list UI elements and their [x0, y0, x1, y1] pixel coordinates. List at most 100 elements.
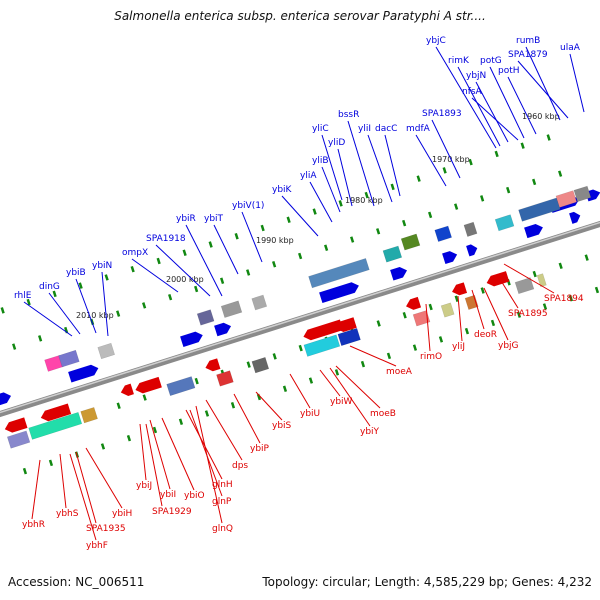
gene-label-forward: ompX — [122, 248, 148, 258]
backbone-line — [0, 220, 600, 418]
reverse-gene-arrow — [120, 383, 134, 396]
leader-line — [569, 53, 585, 113]
tick-mark — [286, 216, 291, 224]
ruler-label: 2000 kbp — [166, 275, 204, 284]
gene-label-forward: ybjC — [426, 36, 446, 46]
tick-mark — [26, 298, 31, 306]
tick-mark — [104, 274, 109, 281]
tick-mark — [360, 360, 366, 368]
tick-mark — [402, 219, 407, 227]
gene-label-forward: yliA — [300, 171, 317, 181]
gene-label-forward: ybiK — [272, 185, 293, 195]
leader-line — [195, 405, 223, 524]
map-title: Salmonella enterica subsp. enterica sero… — [114, 9, 486, 23]
forward-gene-arrow — [390, 266, 408, 281]
reverse-gene-arrow — [303, 319, 344, 341]
tick-mark — [12, 343, 17, 350]
tick-mark — [156, 257, 161, 265]
tick-mark — [48, 459, 54, 467]
tick-mark — [546, 134, 551, 141]
leader-line — [75, 278, 97, 334]
forward-gene-block — [382, 245, 403, 263]
tick-mark — [22, 467, 28, 475]
gene-label-forward: dinG — [39, 282, 60, 292]
reverse-gene-arrow — [486, 271, 510, 287]
forward-gene-arrow — [68, 364, 99, 383]
forward-gene-block — [573, 185, 592, 203]
tick-mark — [246, 269, 251, 276]
reverse-gene-arrow — [205, 358, 221, 372]
gene-label-reverse: glnP — [212, 497, 232, 507]
tick-mark — [402, 311, 407, 319]
gene-label-reverse: ybiU — [300, 409, 320, 419]
reverse-gene-arrow — [135, 376, 162, 394]
leader-line — [335, 365, 381, 409]
tick-mark — [350, 236, 355, 243]
reverse-gene-block — [251, 356, 270, 374]
leader-line — [337, 148, 353, 207]
tick-mark — [464, 327, 470, 335]
tick-mark — [594, 286, 600, 294]
leader-line — [497, 275, 519, 309]
leader-line — [457, 66, 501, 147]
forward-gene-block — [434, 225, 453, 242]
tick-mark — [480, 287, 485, 294]
topology-text: Topology: circular; Length: 4,585,229 bp… — [262, 575, 592, 589]
gene-label-reverse: ybiW — [330, 397, 353, 407]
gene-label-reverse: rimO — [420, 352, 442, 362]
tick-mark — [390, 183, 395, 191]
tick-mark — [298, 252, 303, 260]
forward-gene-block — [97, 342, 116, 360]
leader-line — [321, 134, 343, 201]
tick-mark — [442, 167, 447, 174]
tick-mark — [0, 307, 5, 314]
gene-label-forward: bssR — [338, 110, 359, 120]
leader-line — [289, 373, 311, 409]
tick-mark — [126, 434, 132, 442]
forward-gene-block — [555, 190, 578, 208]
gene-label-forward: yliC — [312, 124, 329, 134]
tick-mark — [568, 294, 574, 302]
gene-label-forward: potG — [480, 56, 502, 66]
reverse-gene-block — [166, 376, 196, 397]
forward-gene-block — [308, 258, 370, 289]
tick-mark — [142, 302, 147, 309]
tick-mark — [194, 285, 199, 293]
gene-label-reverse: dps — [232, 461, 248, 471]
tick-mark — [182, 249, 187, 256]
forward-gene-block — [220, 300, 243, 318]
tick-mark — [412, 344, 418, 351]
leader-line — [319, 369, 341, 397]
leader-line — [241, 211, 263, 263]
forward-gene-arrow — [442, 251, 458, 265]
tick-mark — [454, 203, 459, 210]
reverse-gene-block — [216, 370, 234, 387]
leader-line — [471, 289, 485, 330]
leader-line — [507, 76, 537, 135]
forward-gene-block — [518, 197, 561, 222]
tick-mark — [334, 369, 340, 376]
tick-mark — [168, 293, 173, 301]
reverse-gene-block — [303, 334, 341, 357]
tick-mark — [308, 377, 314, 384]
leader-line — [431, 119, 461, 179]
gene-label-reverse: glnH — [212, 480, 233, 490]
tick-mark — [494, 150, 499, 158]
gene-label-forward: yliI — [358, 124, 371, 134]
forward-gene-block — [251, 294, 268, 311]
tick-mark — [272, 261, 277, 268]
leader-line — [185, 409, 223, 480]
ruler-label: 1980 kbp — [345, 196, 383, 205]
leader-line — [139, 423, 147, 481]
gene-label-forward: rumB — [516, 36, 540, 46]
tick-mark — [312, 208, 317, 215]
gene-label-reverse: ybhS — [56, 509, 79, 519]
gene-label-reverse: SPA1895 — [508, 309, 548, 319]
tick-mark — [298, 344, 303, 352]
tick-mark — [516, 311, 522, 318]
reverse-gene-block — [412, 310, 431, 327]
tick-mark — [204, 410, 210, 417]
gene-label-reverse: ybiS — [272, 421, 292, 431]
tick-mark — [130, 265, 135, 273]
